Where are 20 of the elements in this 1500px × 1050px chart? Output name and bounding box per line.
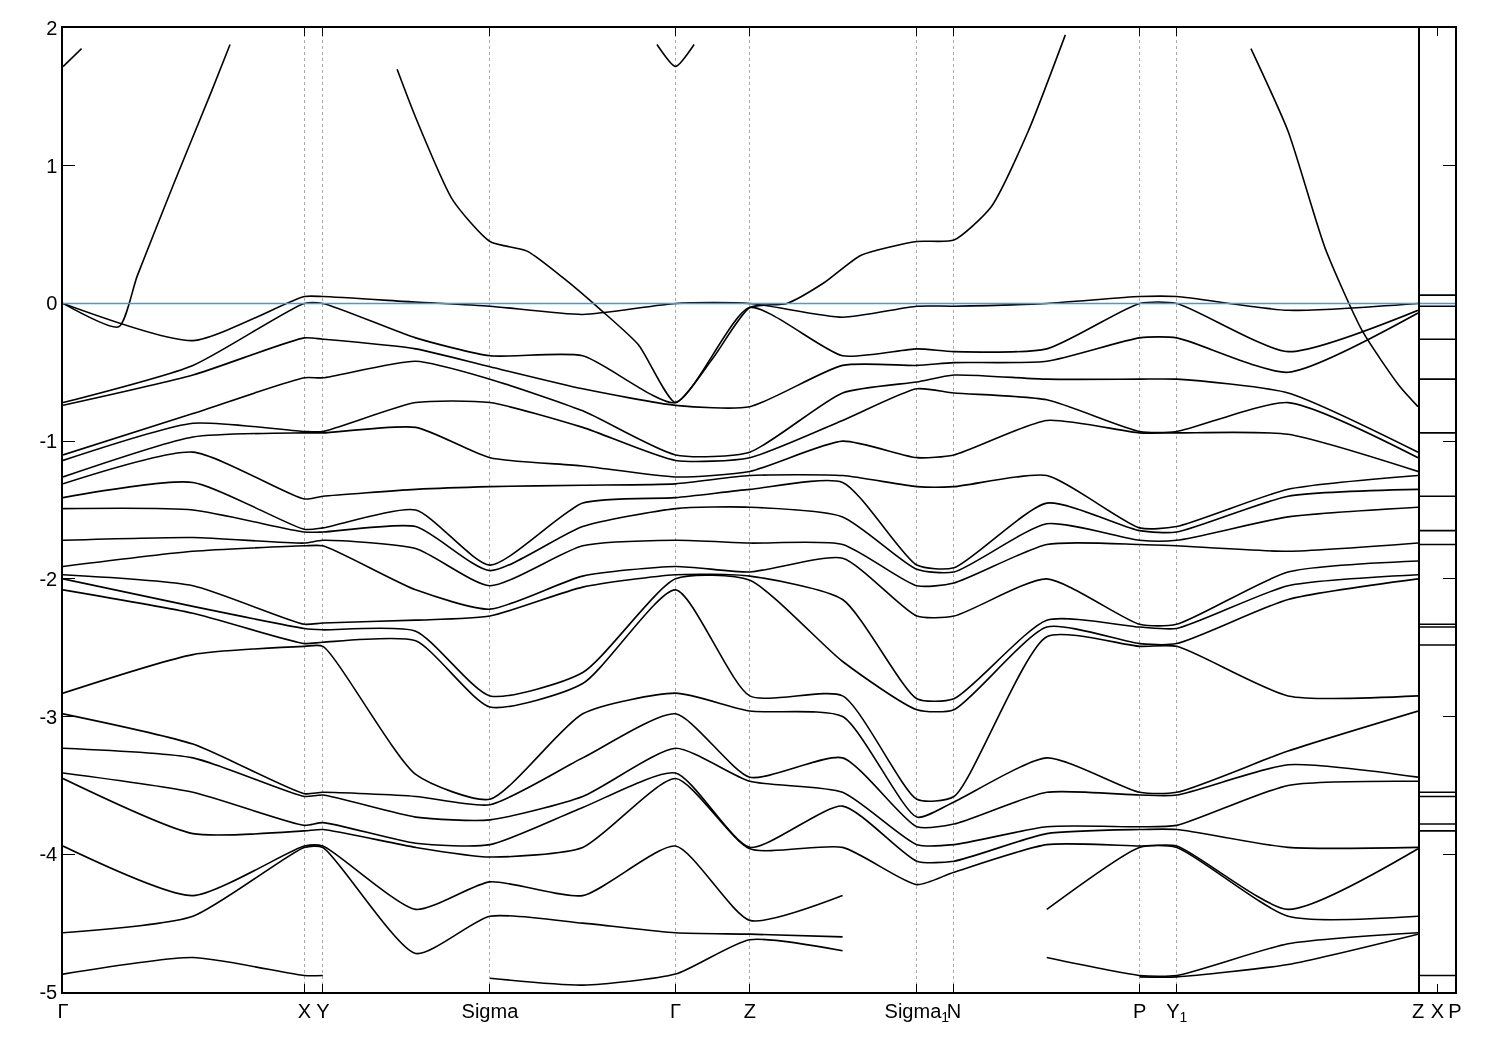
x-tick-label: Γ (670, 999, 682, 1022)
x-tick-label: P (1132, 999, 1147, 1022)
x-tick-label: Z (743, 999, 756, 1022)
y-tick-label: 1 (46, 154, 58, 177)
x-tick-label: Z (1411, 999, 1425, 1022)
y-tick-label: -4 (39, 843, 58, 866)
x-tick-label: P (1448, 999, 1462, 1022)
y-tick-label: -3 (39, 705, 58, 728)
x-tick-label: Γ (57, 999, 69, 1022)
x-tick-label: X (297, 999, 311, 1022)
x-tick-label: Y (316, 999, 330, 1022)
x-tick-label: X (1430, 999, 1445, 1022)
x-tick-label: N (946, 999, 962, 1022)
y-tick-label: -1 (39, 430, 58, 453)
x-tick-label: Sigma (461, 999, 520, 1022)
y-tick-label: -2 (39, 567, 58, 590)
y-tick-label: 0 (46, 292, 58, 315)
y-tick-label: -5 (39, 981, 58, 1003)
y-tick-label: 2 (46, 17, 58, 39)
x-tick-label: Y$_{1}$ (1166, 999, 1188, 1025)
